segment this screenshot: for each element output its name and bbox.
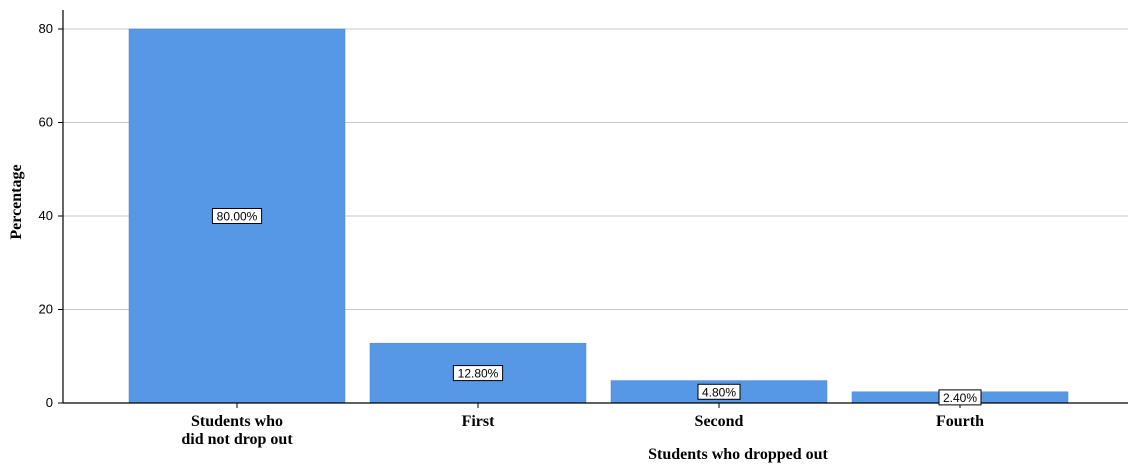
data-label-box (938, 389, 982, 406)
data-label: 80.00% (211, 208, 263, 224)
x-category-label: Students who did not drop out (181, 413, 293, 448)
data-label-text: 4.80% (702, 385, 736, 399)
data-label: 4.80% (697, 383, 741, 400)
data-label-box (211, 208, 263, 224)
y-tick-label: 40 (39, 208, 53, 223)
y-ticks: 0 20 40 60 80 (39, 21, 63, 410)
y-tick-label: 0 (46, 395, 53, 410)
data-label-box (452, 365, 504, 382)
y-axis-title: Percentage (8, 164, 25, 239)
x-axis-title: Students who dropped out (648, 446, 828, 463)
data-label-box (697, 383, 741, 400)
y-tick-label: 60 (39, 115, 53, 130)
x-category-label: Fourth (936, 413, 984, 430)
data-label-text: 80.00% (217, 210, 258, 224)
x-category-label: Second (695, 413, 744, 430)
data-label: 12.80% (452, 365, 504, 382)
data-label-text: 2.40% (943, 391, 977, 405)
y-tick-label: 80 (39, 21, 53, 36)
y-tick-label: 20 (39, 302, 53, 317)
data-label: 2.40% (938, 389, 982, 406)
data-labels: 80.00% 12.80% 4.80% 2.40% (211, 208, 982, 406)
x-category-labels: Students who did not drop out First Second F… (181, 413, 984, 448)
x-category-label: First (462, 413, 496, 430)
data-label-text: 12.80% (458, 367, 499, 381)
